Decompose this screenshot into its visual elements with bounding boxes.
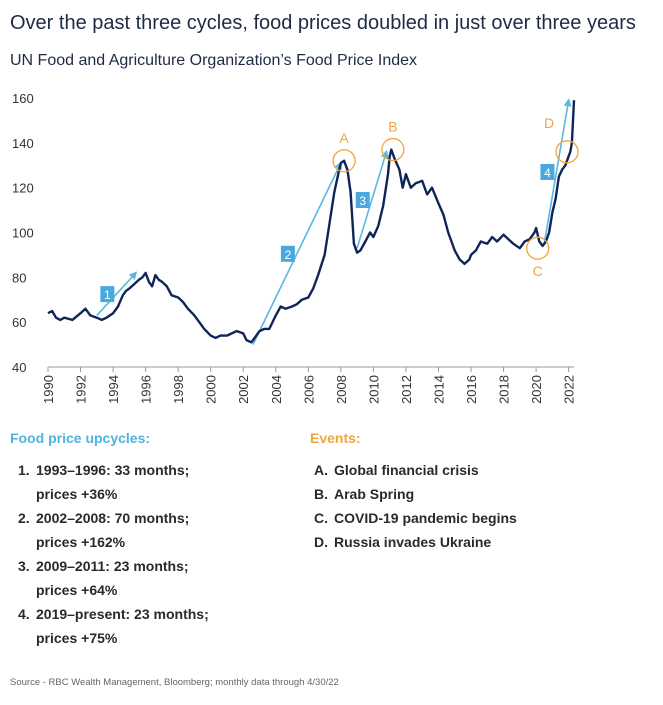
x-tick-label: 1996: [139, 375, 154, 404]
x-tick-label: 2008: [334, 375, 349, 404]
x-tick-label: 1994: [106, 375, 121, 404]
price-index-line: [47, 100, 576, 344]
cycle-arrow: [356, 149, 389, 249]
cycle-arrow: [96, 271, 138, 316]
event-circle: [555, 140, 579, 164]
x-tick-label: 2004: [269, 375, 284, 404]
cycle-number-box: [100, 286, 115, 303]
cycle-number-label: 4: [544, 166, 551, 180]
cycle-number-label: 2: [285, 248, 292, 262]
item-number: 3.: [18, 558, 30, 574]
y-tick-label: 140: [12, 136, 34, 151]
x-tick-label: 2006: [301, 375, 316, 404]
y-tick-label: 40: [12, 360, 26, 375]
chart-subtitle: UN Food and Agriculture Organization’s F…: [10, 52, 418, 69]
events-heading: Events:: [310, 430, 361, 446]
source-note: Source - RBC Wealth Management, Bloomber…: [10, 677, 339, 688]
list-item: 2. 2002–2008: 70 months; prices +162%: [18, 506, 288, 554]
y-tick-label: 100: [12, 226, 34, 241]
x-tick-label: 2002: [236, 375, 251, 404]
event-label: A: [339, 130, 349, 146]
item-text: prices +75%: [36, 630, 118, 646]
x-tick-label: 2012: [399, 375, 414, 404]
event-circle: [526, 236, 550, 260]
cycle-arrow: [543, 98, 572, 244]
event-label: D: [544, 115, 554, 131]
event-circle: [381, 137, 405, 162]
x-tick-label: 2022: [562, 375, 577, 404]
list-item: C. COVID-19 pandemic begins: [314, 506, 654, 530]
y-tick-label: 80: [12, 270, 26, 285]
item-number: A.: [314, 462, 328, 478]
chart-title: Over the past three cycles, food prices …: [10, 12, 636, 34]
item-number: 1.: [18, 462, 30, 478]
list-item: 1. 1993–1996: 33 months; prices +36%: [18, 458, 288, 506]
y-tick-label: 120: [12, 181, 34, 196]
events-list: A. Global financial crisis B. Arab Spring …: [314, 458, 654, 554]
upcycles-list: 1. 1993–1996: 33 months; prices +36% 2. 200…: [18, 458, 288, 650]
x-tick-label: 2020: [529, 375, 544, 404]
item-text: 1993–1996: 33 months;: [36, 462, 190, 478]
cycle-number-label: 1: [104, 288, 111, 302]
item-number: 2.: [18, 510, 30, 526]
list-item: A. Global financial crisis: [314, 458, 654, 482]
cycle-number-box: [540, 163, 555, 180]
item-text: Russia invades Ukraine: [334, 534, 492, 550]
item-text: 2002–2008: 70 months;: [36, 510, 190, 526]
y-tick-label: 160: [12, 91, 34, 106]
item-number: D.: [314, 534, 328, 550]
x-tick-label: 2000: [204, 375, 219, 404]
x-tick-label: 2010: [366, 375, 381, 404]
x-tick-label: 1992: [74, 375, 89, 404]
x-tick-label: 2014: [431, 375, 446, 404]
item-text: Arab Spring: [334, 486, 415, 502]
list-item: B. Arab Spring: [314, 482, 654, 506]
list-item: 4. 2019–present: 23 months; prices +75%: [18, 602, 288, 650]
cycle-number-box: [355, 191, 370, 208]
item-text: prices +36%: [36, 486, 118, 502]
cycle-number-box: [280, 245, 295, 262]
event-label: C: [533, 263, 543, 279]
item-text: prices +64%: [36, 582, 118, 598]
upcycles-heading: Food price upcycles:: [10, 430, 151, 446]
x-tick-label: 1990: [41, 375, 56, 404]
y-tick-label: 60: [12, 315, 26, 330]
list-item: D. Russia invades Ukraine: [314, 530, 654, 554]
item-text: COVID-19 pandemic begins: [334, 510, 517, 526]
event-circle: [332, 149, 356, 173]
item-number: B.: [314, 486, 328, 502]
item-number: 4.: [18, 606, 30, 622]
item-number: C.: [314, 510, 328, 526]
x-tick-label: 2016: [464, 375, 479, 404]
cycle-arrow: [252, 161, 342, 345]
list-item: 3. 2009–2011: 23 months; prices +64%: [18, 554, 288, 602]
food-price-chart: 40 60 80 100 120 140 160 1990 1992 1994 1996 1998 20…: [12, 91, 579, 404]
event-label: B: [388, 119, 397, 135]
item-text: 2009–2011: 23 months;: [36, 558, 189, 574]
cycle-number-label: 3: [359, 194, 366, 208]
item-text: Global financial crisis: [334, 462, 479, 478]
x-tick-label: 2018: [497, 375, 512, 404]
item-text: 2019–present: 23 months;: [36, 606, 209, 622]
x-tick-label: 1998: [171, 375, 186, 404]
item-text: prices +162%: [36, 534, 126, 550]
